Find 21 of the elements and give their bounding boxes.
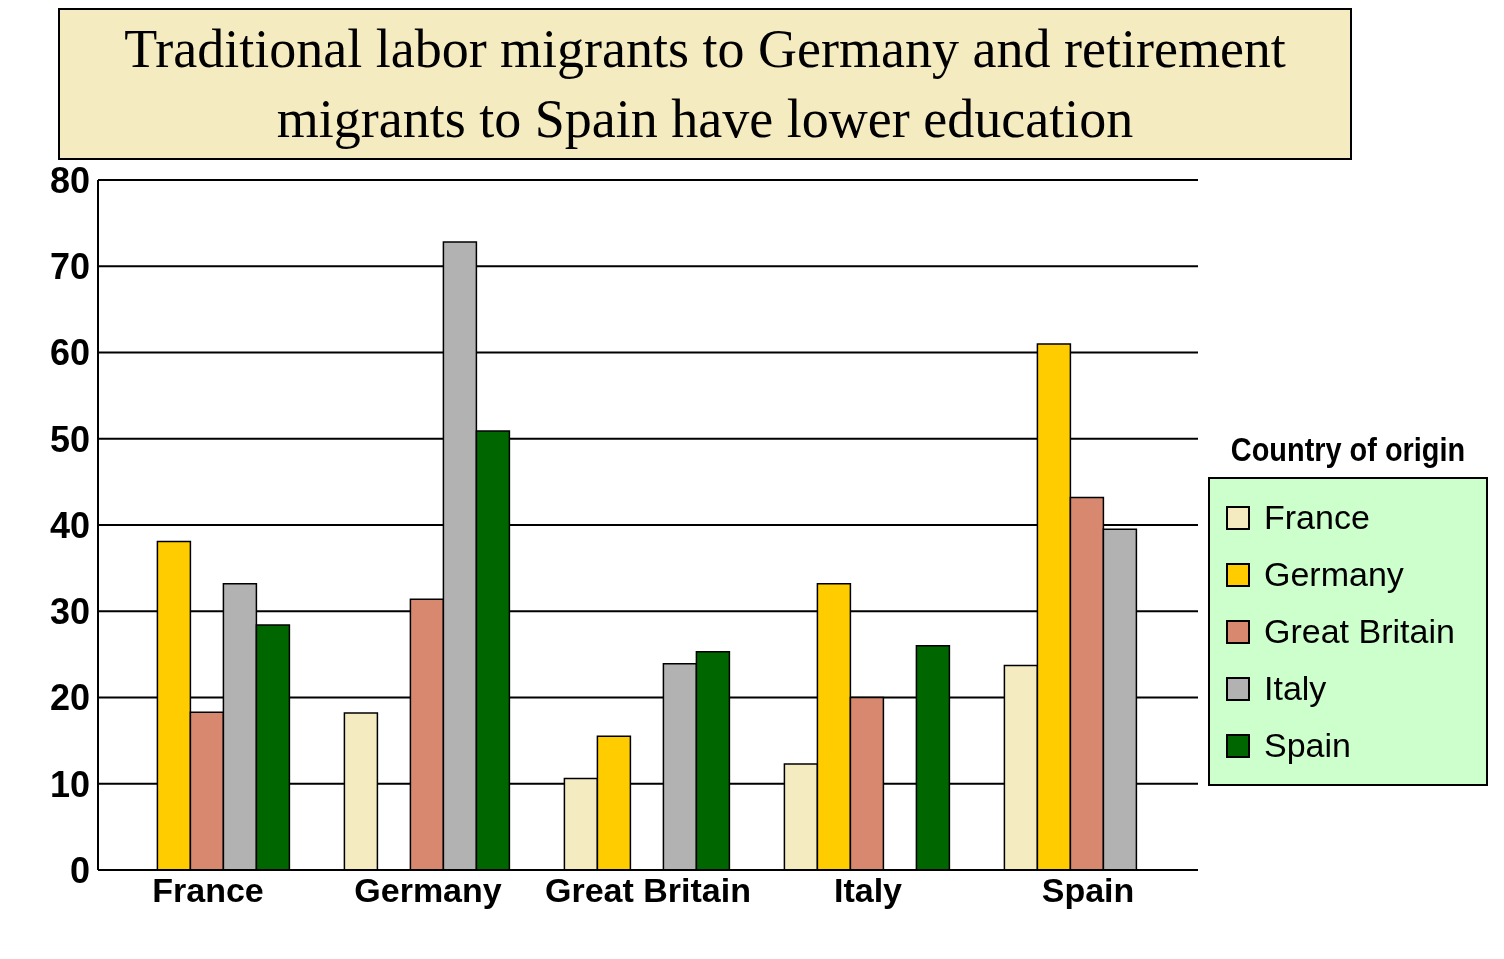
chart-title: Traditional labor migrants to Germany and retirement migrants to Spain have lower education [58,8,1352,160]
y-tick-label: 80 [49,159,90,201]
legend-label: France [1264,498,1370,537]
y-tick-label: 10 [49,763,90,805]
x-tick-label: Spain [1041,871,1135,910]
x-tick-label: Italy [833,871,903,910]
legend-title: Country of origin [1229,430,1467,469]
y-tick-label: 40 [49,504,90,546]
legend-label: Spain [1264,726,1351,765]
y-tick-label: 70 [49,246,90,288]
x-tick-label: Great Britain [545,871,751,910]
y-tick-label: 50 [49,418,90,460]
y-tick-label: 60 [49,332,90,374]
y-tick-label: 20 [49,677,90,719]
x-tick-label: France [152,871,264,910]
y-tick-label: 30 [49,591,90,633]
legend-label: Germany [1264,555,1404,594]
y-tick-label: 0 [69,849,90,891]
legend-label: Great Britain [1264,612,1455,651]
x-tick-label: Germany [354,871,502,910]
legend-label: Italy [1264,669,1327,708]
